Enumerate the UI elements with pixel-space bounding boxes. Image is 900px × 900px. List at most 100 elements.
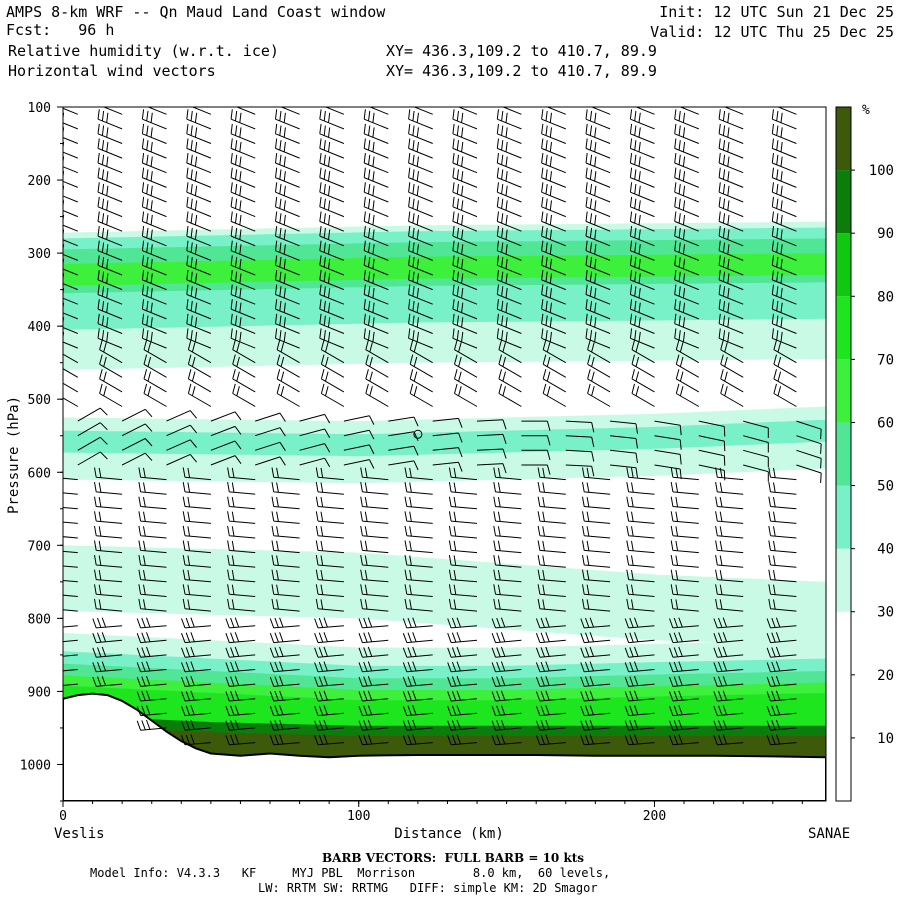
wind-barb bbox=[136, 646, 167, 658]
wind-barb bbox=[360, 540, 389, 554]
wind-barb bbox=[535, 719, 566, 731]
wind-barb bbox=[363, 211, 389, 232]
wind-barb bbox=[626, 525, 655, 539]
wind-barb bbox=[97, 226, 123, 247]
wind-barb bbox=[713, 617, 744, 629]
wind-barb bbox=[773, 369, 797, 393]
wind-barb bbox=[610, 420, 638, 434]
wind-barb bbox=[136, 617, 167, 629]
wind-barb bbox=[275, 255, 300, 276]
wind-barb bbox=[585, 313, 611, 334]
wind-barb bbox=[408, 109, 433, 130]
colorbar-segment bbox=[836, 737, 851, 801]
wind-barb bbox=[63, 397, 79, 407]
colorbar-border bbox=[835, 106, 852, 802]
wind-barb bbox=[269, 632, 300, 644]
wind-barb bbox=[186, 240, 212, 261]
wind-barb bbox=[227, 584, 256, 597]
wind-barb bbox=[629, 255, 655, 276]
wind-barb bbox=[319, 313, 345, 334]
wind-barb bbox=[320, 339, 345, 364]
wind-barb bbox=[271, 555, 300, 568]
wind-barb bbox=[319, 299, 345, 320]
wind-barb bbox=[186, 211, 212, 232]
wind-barb bbox=[585, 284, 611, 305]
wind-barb bbox=[97, 240, 123, 261]
wind-barb bbox=[537, 525, 566, 539]
wind-barb bbox=[537, 584, 566, 597]
wind-barb bbox=[182, 525, 211, 539]
wind-barb bbox=[63, 258, 78, 276]
wind-barb bbox=[227, 540, 256, 554]
wind-barb bbox=[580, 617, 611, 629]
wind-barb bbox=[629, 299, 655, 320]
wind-barb bbox=[63, 185, 78, 203]
wind-barb bbox=[585, 299, 611, 320]
wind-barb bbox=[404, 482, 433, 495]
wind-barb bbox=[186, 123, 212, 144]
wind-barb bbox=[537, 555, 566, 568]
wind-barb bbox=[404, 598, 433, 612]
wind-barb bbox=[63, 127, 78, 144]
wind-barb bbox=[186, 269, 212, 291]
wind-barb bbox=[141, 328, 167, 349]
wind-barb bbox=[582, 569, 611, 583]
wind-barb bbox=[402, 690, 433, 702]
wind-barb bbox=[143, 369, 167, 393]
wind-barb bbox=[610, 464, 638, 478]
wind-barb bbox=[225, 690, 256, 702]
wind-barb bbox=[674, 226, 699, 247]
wind-barb bbox=[368, 107, 389, 115]
wind-barb bbox=[766, 690, 797, 702]
wind-barb bbox=[624, 676, 655, 687]
wind-barb bbox=[186, 196, 212, 218]
wind-barb bbox=[388, 445, 419, 456]
wind-barb bbox=[186, 182, 212, 203]
wind-barb bbox=[715, 584, 744, 597]
wind-barb bbox=[713, 734, 744, 746]
wind-barb bbox=[585, 153, 611, 174]
wind-barb bbox=[402, 632, 433, 644]
wind-barb bbox=[186, 226, 212, 247]
x-start-label: Veslis bbox=[54, 826, 105, 842]
wind-barb bbox=[448, 482, 478, 495]
wind-barb bbox=[363, 167, 389, 188]
wind-barb bbox=[585, 240, 611, 261]
wind-barb bbox=[121, 438, 153, 451]
wind-barb bbox=[319, 240, 345, 261]
wind-barb bbox=[166, 439, 197, 451]
wind-barb bbox=[63, 536, 78, 539]
y-tick-label: 100 bbox=[28, 101, 51, 116]
wind-barb bbox=[432, 447, 463, 458]
wind-barb bbox=[343, 459, 375, 469]
wind-barb bbox=[94, 584, 123, 597]
wind-barb bbox=[299, 443, 331, 453]
wind-barb bbox=[541, 299, 566, 320]
wind-barb bbox=[275, 167, 300, 188]
wind-barb bbox=[629, 313, 655, 334]
wind-barb bbox=[63, 331, 78, 349]
wind-barb bbox=[447, 705, 478, 717]
wind-barb bbox=[227, 598, 256, 612]
wind-barb bbox=[535, 690, 566, 702]
wind-barb bbox=[402, 676, 433, 687]
wind-barb bbox=[580, 646, 611, 658]
wind-barb bbox=[541, 153, 566, 174]
wind-barb bbox=[315, 467, 344, 481]
wind-barb bbox=[452, 211, 478, 232]
wind-barb bbox=[319, 138, 345, 159]
wind-barb bbox=[670, 496, 699, 510]
wind-barb bbox=[718, 196, 744, 218]
wind-barb bbox=[97, 138, 123, 159]
wind-barb bbox=[63, 156, 78, 174]
colorbar-tick-label: 20 bbox=[877, 668, 894, 684]
wind-barb bbox=[452, 313, 478, 334]
wind-barb bbox=[225, 646, 256, 658]
wind-barb bbox=[669, 646, 699, 658]
wind-barb bbox=[452, 153, 478, 174]
wind-barb bbox=[718, 182, 744, 203]
wind-barb bbox=[404, 540, 433, 554]
wind-barb bbox=[97, 255, 123, 276]
wind-barb bbox=[92, 661, 123, 673]
wind-barb bbox=[590, 107, 611, 115]
